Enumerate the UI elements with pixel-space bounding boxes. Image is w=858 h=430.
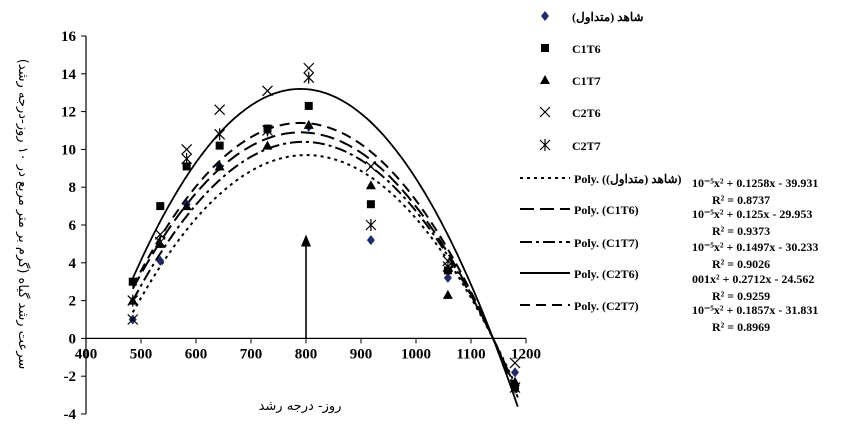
data-point: [262, 124, 273, 137]
y-axis-title: سرعت رشد گیاه (گرم بر متر مربع در ۱۰ روز…: [15, 59, 31, 370]
tick-labels: -4 -2 0 2 4 6 8 10 12 14 16 400 500 600 700 800 900 1000 1…: [61, 29, 541, 423]
r-squared-text: R² = 0.9373: [712, 224, 770, 238]
x-tick-label: 400: [75, 346, 98, 362]
x-tick-label: 700: [240, 346, 263, 362]
data-point: [303, 119, 314, 129]
trendline: [131, 154, 519, 391]
y-tick-label: 2: [69, 294, 77, 310]
y-tick-label: 12: [61, 105, 76, 121]
r-squared-text: R² = 0.9259: [712, 289, 770, 303]
data-point: [156, 255, 165, 266]
data-point: [262, 85, 273, 97]
r-squared-text: R² = 0.9026: [712, 257, 770, 271]
x-tick-label: 1100: [456, 346, 485, 362]
legend-trendline-label: Poly. (C2T6): [574, 267, 639, 281]
data-point: [366, 200, 375, 209]
data-point: [154, 236, 166, 249]
data-point: [304, 101, 313, 110]
data-point: [365, 219, 377, 231]
legend-trendline-label: Poly. (C1T6): [574, 203, 639, 217]
y-tick-label: 0: [69, 331, 77, 347]
data-point: [366, 235, 375, 246]
data-point: [127, 314, 139, 325]
y-tick-label: 4: [69, 256, 77, 272]
legend-label: C1T6: [572, 42, 601, 56]
legend-label: C1T7: [572, 74, 601, 88]
trendline: [131, 87, 519, 407]
y-tick-label: 6: [69, 218, 77, 234]
trendline: [131, 131, 519, 396]
data-point: [262, 140, 273, 150]
data-point: [540, 75, 550, 84]
data-point: [442, 289, 453, 299]
data-point: [365, 160, 377, 172]
equation-text: 10⁻⁵x² + 0.1258x - 39.931: [692, 176, 818, 190]
legend-label: C2T7: [572, 139, 601, 153]
data-point: [128, 277, 137, 286]
data-point: [539, 139, 551, 151]
data-point: [303, 71, 315, 84]
data-point: [182, 162, 191, 171]
trendline: [131, 140, 519, 394]
legend-trendline-label: Poly. (C1T7): [574, 236, 639, 250]
plot-area: [81, 35, 527, 415]
r-squared-text: R² = 0.8737: [712, 193, 770, 207]
x-tick-label: 600: [185, 346, 208, 362]
equation-text: 10⁻⁵x² + 0.1497x - 30.233: [692, 240, 818, 254]
data-point: [181, 201, 192, 211]
legend-label: شاهد (متداول): [572, 10, 644, 25]
y-tick-label: 16: [61, 29, 77, 45]
data-point: [541, 11, 549, 21]
x-axis-title: روز- درجه رشد: [259, 399, 342, 414]
x-tick-label: 1000: [401, 346, 431, 362]
trendline: [131, 121, 519, 398]
data-point: [365, 180, 376, 190]
y-tick-label: -4: [64, 407, 77, 423]
data-point: [181, 152, 193, 165]
r-squared-text: R² = 0.8969: [712, 320, 770, 334]
y-tick-label: 14: [61, 67, 77, 83]
data-point: [127, 294, 139, 307]
data-point: [154, 229, 166, 240]
y-tick-label: -2: [64, 369, 77, 385]
arrow-head: [301, 234, 311, 247]
data-point: [442, 260, 454, 273]
equation-text: 10⁻⁵x² + 0.125x - 29.953: [692, 207, 812, 221]
x-tick-label: 1200: [511, 346, 541, 362]
data-point: [214, 128, 226, 141]
data-point: [214, 104, 226, 116]
y-tick-label: 8: [69, 180, 77, 196]
data-point: [510, 376, 520, 386]
legend-trendline-label: Poly. (شاهد (متداول)): [574, 172, 682, 187]
x-tick-label: 900: [350, 346, 373, 362]
data-point: [214, 161, 225, 171]
legend: شاهد (متداول) C1T6 C1T7 C2T6 C2T7 Poly. (شاهد…: [520, 10, 682, 313]
data-point: [511, 367, 519, 378]
data-point: [541, 44, 549, 52]
data-point: [509, 381, 521, 394]
x-tick-label: 500: [130, 346, 153, 362]
x-tick-label: 800: [295, 346, 318, 362]
equation-text: 001x² + 0.2712x - 24.562: [692, 272, 814, 286]
legend-label: C2T6: [572, 106, 601, 120]
y-tick-label: 10: [61, 142, 76, 158]
data-point: [539, 106, 551, 118]
data-point: [156, 202, 165, 211]
data-point: [443, 272, 452, 283]
legend-trendline-label: Poly. (C2T7): [574, 299, 639, 313]
data-point: [181, 143, 193, 155]
equation-text: 10⁻⁵x² + 0.1857x - 31.831: [692, 303, 818, 317]
data-point: [303, 62, 315, 74]
data-point: [215, 141, 224, 150]
data-point: [509, 357, 521, 369]
